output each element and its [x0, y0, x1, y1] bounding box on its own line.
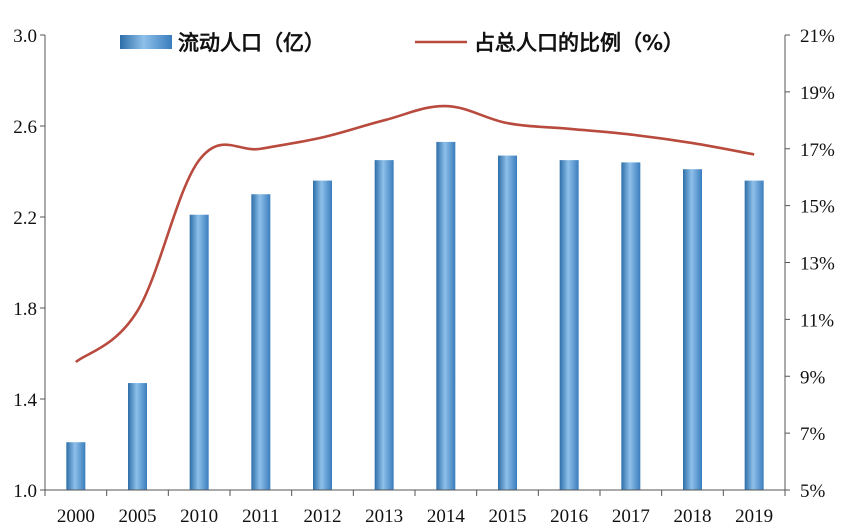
- right-tick-label: 15%: [800, 197, 835, 218]
- bar-2016: [559, 160, 579, 490]
- bar-2014: [436, 141, 456, 491]
- right-tick-label: 7%: [800, 424, 826, 445]
- legend-bar-label: 流动人口（亿）: [178, 31, 325, 55]
- right-tick-label: 5%: [800, 481, 826, 502]
- line-series: [75, 104, 755, 364]
- x-tick-label: 2000: [57, 506, 95, 527]
- axes: 1.0 1.4 1.8 2.2 2.6 3.0 5% 7% 9% 11% 13% 15% 17% 19% 2…: [13, 26, 835, 527]
- right-tick-label: 21%: [800, 26, 835, 47]
- right-tick-label: 9%: [800, 367, 826, 388]
- bar-2015: [498, 155, 517, 490]
- bar-2013: [374, 160, 394, 490]
- left-tick-label: 2.6: [13, 117, 37, 138]
- legend: 流动人口（亿） 占总人口的比例（%）: [120, 31, 684, 55]
- right-tick-label: 13%: [800, 254, 835, 275]
- x-tick-label: 2005: [119, 506, 157, 527]
- bar-2010: [189, 214, 209, 490]
- x-tick-label: 2012: [304, 506, 342, 527]
- bar-2017: [621, 162, 641, 490]
- bar-2000: [66, 442, 86, 490]
- legend-bar-swatch: [120, 35, 172, 49]
- x-tick-label: 2016: [550, 506, 588, 527]
- bar-series: [66, 141, 764, 491]
- x-tick-label: 2017: [612, 506, 650, 527]
- left-tick-label: 2.2: [13, 208, 37, 229]
- x-tick-label: 2015: [489, 506, 527, 527]
- left-tick-label: 1.4: [13, 390, 37, 411]
- x-tick-label: 2014: [427, 506, 466, 527]
- right-tick-label: 17%: [800, 140, 835, 161]
- x-tick-label: 2013: [365, 506, 403, 527]
- bar-2019: [744, 180, 764, 490]
- x-tick-label: 2018: [674, 506, 712, 527]
- bar-2005: [128, 383, 147, 490]
- x-tick-label: 2019: [735, 506, 773, 527]
- bar-2012: [313, 180, 332, 490]
- left-tick-label: 3.0: [13, 26, 37, 47]
- bar-2018: [683, 169, 702, 490]
- legend-line-label: 占总人口的比例（%）: [474, 31, 684, 55]
- x-tick-label: 2011: [242, 506, 279, 527]
- left-tick-label: 1.8: [13, 299, 37, 320]
- right-tick-label: 19%: [800, 83, 835, 104]
- right-tick-label: 11%: [800, 310, 834, 331]
- x-tick-label: 2010: [180, 506, 218, 527]
- bar-2011: [251, 194, 271, 490]
- ratio-line: [75, 104, 755, 364]
- left-tick-label: 1.0: [13, 481, 37, 502]
